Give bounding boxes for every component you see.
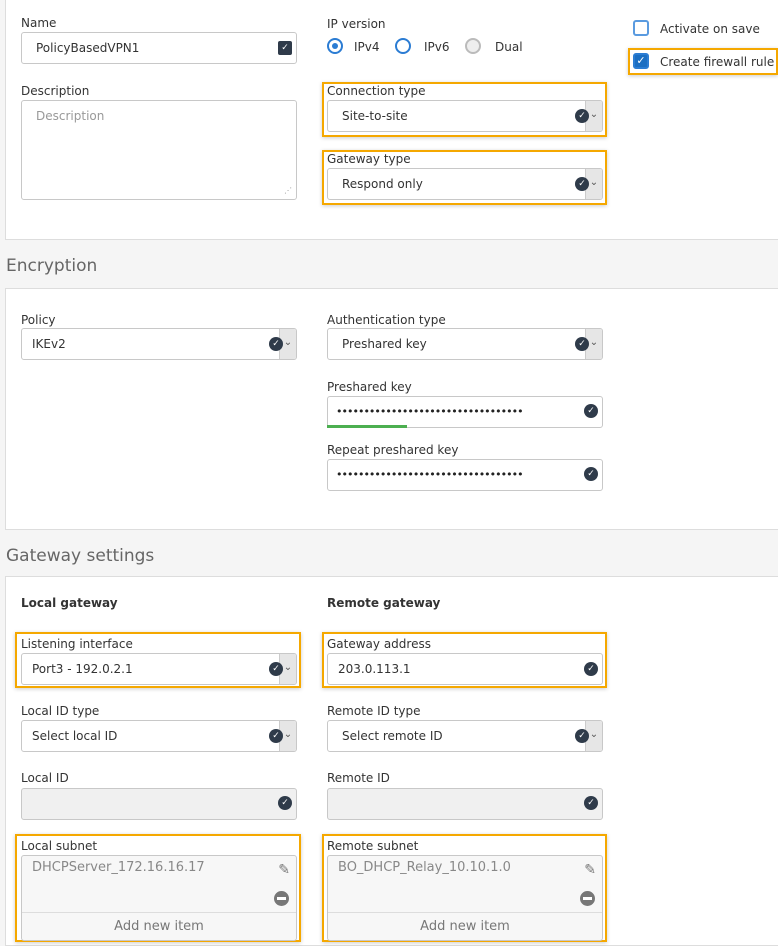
check-icon: ✓ xyxy=(269,729,283,743)
connection-type-label: Connection type xyxy=(327,84,426,98)
add-new-item-button[interactable]: Add new item xyxy=(328,912,602,940)
local-subnet-list: DHCPServer_172.16.16.17 ✎ Add new item xyxy=(21,855,297,941)
remote-gateway-heading: Remote gateway xyxy=(327,596,441,610)
radio-ipv4-label: IPv4 xyxy=(354,40,380,54)
auth-type-label: Authentication type xyxy=(327,313,446,327)
remote-id-label: Remote ID xyxy=(327,771,390,785)
activate-on-save-label: Activate on save xyxy=(660,22,760,36)
local-id-input[interactable] xyxy=(21,788,297,820)
name-label: Name xyxy=(21,16,57,30)
highlight-box xyxy=(322,632,607,688)
listening-interface-select[interactable]: Port3 - 192.0.2.1 ⌄ xyxy=(21,653,297,685)
resize-handle-icon[interactable]: ⋰ xyxy=(284,186,292,195)
connection-type-value: Site-to-site xyxy=(342,109,408,123)
gateway-heading: Gateway settings xyxy=(6,546,155,566)
check-icon: ✓ xyxy=(269,662,283,676)
check-icon: ✓ xyxy=(575,109,589,123)
gateway-address-label: Gateway address xyxy=(327,637,431,651)
listening-interface-label: Listening interface xyxy=(21,637,133,651)
connection-type-select[interactable]: Site-to-site ⌄ xyxy=(327,100,603,132)
remote-subnet-label: Remote subnet xyxy=(327,839,419,853)
policy-select[interactable]: IKEv2 ⌄ xyxy=(21,328,297,360)
list-item[interactable]: DHCPServer_172.16.16.17 xyxy=(32,860,205,875)
repeat-key-input[interactable]: •••••••••••••••••••••••••••••••••• xyxy=(327,459,603,491)
description-input[interactable]: Description xyxy=(21,100,297,200)
preshared-key-label: Preshared key xyxy=(327,380,412,394)
local-id-type-value: Select local ID xyxy=(32,729,118,743)
check-icon: ✓ xyxy=(575,177,589,191)
radio-dual[interactable] xyxy=(465,38,481,54)
check-icon: ✓ xyxy=(575,729,589,743)
preshared-key-input[interactable]: •••••••••••••••••••••••••••••••••• xyxy=(327,396,603,428)
list-item[interactable]: BO_DHCP_Relay_10.10.1.0 xyxy=(338,860,511,875)
create-firewall-rule-checkbox[interactable]: ✓ xyxy=(633,53,649,69)
local-id-label: Local ID xyxy=(21,771,69,785)
local-subnet-label: Local subnet xyxy=(21,839,98,853)
radio-ipv6-label: IPv6 xyxy=(424,40,450,54)
radio-ipv4[interactable] xyxy=(327,38,343,54)
highlight-box xyxy=(15,632,301,688)
listening-interface-value: Port3 - 192.0.2.1 xyxy=(32,662,133,676)
ip-version-label: IP version xyxy=(327,17,386,31)
check-icon: ✓ xyxy=(584,467,598,481)
check-icon: ✓ xyxy=(584,796,598,810)
description-label: Description xyxy=(21,84,90,98)
radio-ipv6[interactable] xyxy=(395,38,411,54)
add-new-item-button[interactable]: Add new item xyxy=(22,912,296,940)
remote-id-type-value: Select remote ID xyxy=(342,729,443,743)
remove-icon[interactable] xyxy=(580,891,595,906)
gateway-type-select[interactable]: Respond only ⌄ xyxy=(327,168,603,200)
key-strength-bar xyxy=(327,425,408,428)
check-icon: ✓ xyxy=(584,662,598,676)
local-gateway-heading: Local gateway xyxy=(21,596,118,610)
remote-id-type-label: Remote ID type xyxy=(327,704,421,718)
local-id-type-select[interactable]: Select local ID ⌄ xyxy=(21,720,297,752)
auth-type-select[interactable]: Preshared key ⌄ xyxy=(327,328,603,360)
radio-dual-label: Dual xyxy=(495,40,523,54)
check-icon: ✓ xyxy=(269,337,283,351)
check-icon: ✓ xyxy=(584,404,598,418)
gateway-type-label: Gateway type xyxy=(327,152,411,166)
check-icon: ✓ xyxy=(278,796,292,810)
check-icon: ✓ xyxy=(575,337,589,351)
remote-id-type-select[interactable]: Select remote ID ⌄ xyxy=(327,720,603,752)
policy-label: Policy xyxy=(21,313,56,327)
create-firewall-rule-label: Create firewall rule xyxy=(660,55,775,69)
policy-value: IKEv2 xyxy=(32,337,66,351)
remote-id-input[interactable] xyxy=(327,788,603,820)
highlight-box xyxy=(322,150,607,205)
encryption-heading: Encryption xyxy=(6,256,98,276)
highlight-box xyxy=(628,48,778,75)
pencil-icon[interactable]: ✎ xyxy=(278,862,290,878)
gateway-type-value: Respond only xyxy=(342,177,423,191)
name-input[interactable]: PolicyBasedVPN1 xyxy=(21,32,297,64)
check-icon: ✓ xyxy=(278,41,292,55)
gateway-address-input[interactable]: 203.0.113.1 xyxy=(327,653,603,685)
activate-on-save-checkbox[interactable] xyxy=(633,20,649,36)
auth-type-value: Preshared key xyxy=(342,337,427,351)
remove-icon[interactable] xyxy=(274,891,289,906)
local-id-type-label: Local ID type xyxy=(21,704,100,718)
pencil-icon[interactable]: ✎ xyxy=(584,862,596,878)
repeat-key-label: Repeat preshared key xyxy=(327,443,459,457)
highlight-box xyxy=(322,82,607,137)
remote-subnet-list: BO_DHCP_Relay_10.10.1.0 ✎ Add new item xyxy=(327,855,603,941)
